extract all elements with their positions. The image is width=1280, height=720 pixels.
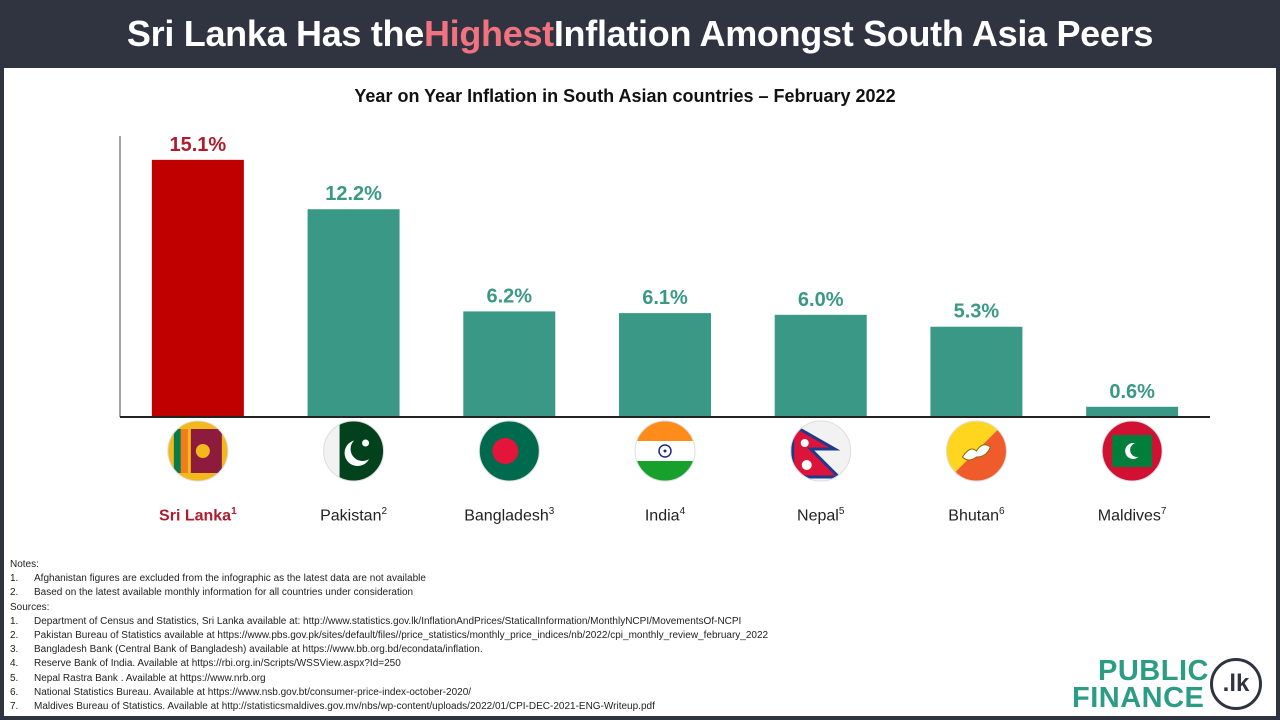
source-text: Reserve Bank of India. Available at http… <box>34 658 401 670</box>
notes-section: Notes: 1. Afghanistan figures are exclude… <box>10 558 1060 714</box>
value-label: 6.2% <box>486 285 532 307</box>
source-text: Nepal Rastra Bank . Available at https:/… <box>34 672 266 684</box>
source-item: 2. Pakistan Bureau of Statistics availabl… <box>10 629 1060 643</box>
source-number: 4. <box>10 658 19 670</box>
title-highlight: Highest <box>423 13 554 54</box>
note-number: 2. <box>10 587 19 599</box>
value-label: 5.3% <box>954 301 1000 323</box>
source-number: 3. <box>10 644 19 656</box>
category-label: Sri Lanka1 <box>159 506 237 525</box>
source-number: 7. <box>10 701 19 713</box>
source-number: 1. <box>10 615 19 627</box>
value-label: 15.1% <box>169 134 226 156</box>
category-label: Maldives7 <box>1097 506 1167 525</box>
source-item: 7. Maldives Bureau of Statistics. Availab… <box>10 700 1060 714</box>
bar <box>307 209 400 417</box>
logo-line2: FINANCE <box>1072 682 1205 714</box>
india-flag-icon <box>634 420 696 482</box>
bar <box>151 159 244 418</box>
source-item: 5. Nepal Rastra Bank . Available at https… <box>10 672 1060 686</box>
value-label: 6.1% <box>642 287 688 309</box>
source-text: Pakistan Bureau of Statistics available … <box>34 630 769 642</box>
bhutan-flag-icon <box>945 420 1007 482</box>
bar-chart: 15.1% 12.2% 6.2% 6.1% 6.0% 5.3% 0.6% <box>119 134 1210 482</box>
source-item: 4. Reserve Bank of India. Available at ht… <box>10 657 1060 671</box>
source-text: National Statistics Bureau. Available at… <box>34 686 472 698</box>
category-label: Bhutan6 <box>948 506 1005 525</box>
maldives-flag-icon <box>1101 420 1163 482</box>
category-label: India4 <box>644 506 686 525</box>
notes-heading: Notes: <box>10 559 39 570</box>
note-text: Based on the latest available monthly in… <box>34 587 414 599</box>
source-text: Department of Census and Statistics, Sri… <box>34 615 742 627</box>
source-item: 1. Department of Census and Statistics, S… <box>10 615 1060 629</box>
logo-line1: PUBLIC <box>1098 655 1209 687</box>
source-text: Maldives Bureau of Statistics. Available… <box>34 701 655 713</box>
source-number: 5. <box>10 672 19 684</box>
bar <box>619 313 711 417</box>
source-number: 6. <box>10 686 19 698</box>
bar <box>774 314 867 417</box>
source-item: 3. Bangladesh Bank (Central Bank of Bangl… <box>10 643 1060 657</box>
source-item: 6. National Statistics Bureau. Available … <box>10 686 1060 700</box>
category-label: Nepal5 <box>797 506 845 525</box>
title-pre: Sri Lanka Has the <box>126 13 424 54</box>
note-text: Afghanistan figures are excluded from th… <box>34 573 426 585</box>
value-label: 0.6% <box>1109 381 1155 403</box>
bar <box>930 326 1023 417</box>
value-label: 6.0% <box>798 289 844 311</box>
note-item: 1. Afghanistan figures are excluded from … <box>10 572 1060 586</box>
bar <box>1086 406 1179 417</box>
value-label: 12.2% <box>325 183 382 205</box>
sri-lanka-flag-icon <box>167 420 229 482</box>
category-label: Pakistan2 <box>320 506 388 525</box>
bangladesh-flag-icon <box>478 420 540 482</box>
logo-badge: .lk <box>1210 658 1262 710</box>
source-number: 2. <box>10 630 19 642</box>
note-number: 1. <box>10 573 19 585</box>
note-item: 2. Based on the latest available monthly … <box>10 586 1060 600</box>
page-title: Sri Lanka Has the Highest Inflation Amon… <box>0 0 1280 68</box>
category-label: Bangladesh3 <box>464 506 555 525</box>
pakistan-flag-icon <box>323 420 385 482</box>
title-post: Inflation Amongst South Asia Peers <box>553 13 1154 54</box>
source-text: Bangladesh Bank (Central Bank of Banglad… <box>34 644 483 656</box>
nepal-flag-icon <box>790 420 852 482</box>
sources-heading: Sources: <box>10 601 50 613</box>
bar <box>463 311 556 417</box>
chart-title: Year on Year Inflation in South Asian co… <box>354 86 896 106</box>
public-finance-logo: PUBLIC FINANCE .lk <box>1072 654 1273 714</box>
